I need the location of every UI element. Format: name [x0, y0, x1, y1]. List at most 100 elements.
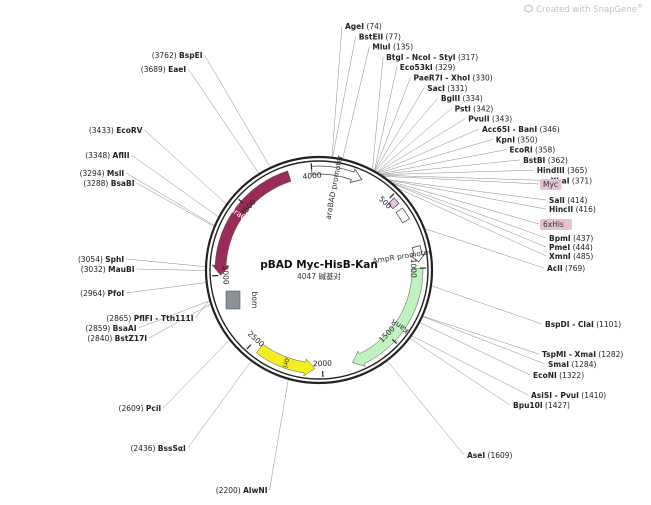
leader-tspmi-xmai: [422, 315, 540, 355]
leader-myc: [381, 175, 540, 185]
leader-saci: [374, 87, 425, 172]
site-pflfi-tth111i: (2865) PflFI - Tth111I: [106, 314, 193, 323]
site-leader-lines: [126, 25, 548, 491]
leader-asisi-pvui: [410, 335, 529, 396]
tag-bg-myc: [540, 179, 562, 190]
leader-bpu10i: [409, 337, 511, 406]
feature-arabad-promoter: [310, 165, 363, 183]
site-ecorv: (3433) EcoRV: [89, 126, 143, 135]
restriction-site-labels: AgeI (74)BstEII (77) MluI (135)BtgI - Nco…: [78, 22, 623, 495]
site-bsaai: (2859) BsaAI: [85, 324, 136, 333]
site-btgi-ncoi-styi: BtgI - NcoI - StyI (317): [386, 53, 478, 62]
site-msli: (3294) MslI: [80, 169, 125, 178]
leader-bpmi: [389, 181, 547, 239]
site-agei: AgeI (74): [345, 22, 382, 31]
leader-mlui: [342, 46, 370, 160]
plasmid-name: pBAD Myc-HisB-Kan: [260, 259, 378, 271]
site-mlui: MluI (135): [372, 43, 413, 52]
feature-rrnb-t1-terminator: [387, 197, 400, 210]
backbone-outer-ring: [204, 155, 434, 385]
feature-ori: [255, 343, 316, 377]
leader-hindiii: [379, 169, 534, 175]
site-psti: PstI (342): [455, 104, 494, 113]
site-bstz17i: (2840) BstZ17I: [87, 334, 147, 343]
site-hindiii: HindIII (365): [537, 166, 588, 175]
plasmid-backbone: [204, 155, 434, 385]
site-tspmi-xmai: TspMI - XmaI (1282): [542, 350, 623, 359]
leader-pcii: [163, 339, 231, 409]
feature-rrnb-t2-terminator: [395, 207, 410, 224]
leader-pflfi-tth111i: [195, 299, 211, 319]
leader-eaei: [187, 68, 260, 175]
site-bglii: BglII (334): [441, 94, 483, 103]
feature-kanr: [352, 267, 424, 367]
leader-sphi: [126, 258, 207, 267]
site-hincii: HincII (416): [549, 205, 596, 214]
site-acc65i-bani: Acc65I - BanI (346): [482, 125, 560, 134]
snapgene-logo-icon: [524, 4, 533, 13]
feature-label-bom: bom: [250, 292, 259, 309]
leader-kpni: [377, 139, 493, 174]
leader-bstz17i: [148, 303, 212, 339]
leader-maubi: [136, 268, 207, 271]
feature-label-arabad-promoter: araBAD promoter: [323, 153, 344, 220]
leader-alwni: [269, 378, 289, 491]
tick-label-1000: 1000: [409, 259, 418, 278]
feature-label-ampr-promoter: AmpR promoter: [372, 247, 433, 265]
leader-asei: [386, 360, 465, 456]
feature-ampr-promoter: [409, 245, 426, 263]
leader-pvuii: [376, 118, 466, 173]
site-paer7i-xhoi: PaeR7I - XhoI (330): [413, 74, 492, 83]
watermark-registered-mark: ®: [637, 3, 643, 10]
leader-bspei: [204, 54, 271, 169]
site-bspdi-clai: BspDI - ClaI (1101): [545, 320, 621, 329]
tick-label-3000: 3000: [221, 265, 231, 285]
site-asei: AseI (1609): [467, 451, 513, 460]
site-pfoi: (2964) PfoI: [80, 289, 124, 298]
leader-msli: [126, 172, 216, 227]
feature-bom: [225, 290, 241, 310]
site-saci: SacI (331): [427, 84, 467, 93]
leader-psti: [376, 108, 452, 173]
site-eco53ki: Eco53kI (329): [400, 63, 456, 72]
site-bsteii: BstEII (77): [359, 32, 401, 41]
site-eaei: (3689) EaeI: [141, 65, 187, 74]
site-alwni: (2200) AlwNI: [216, 486, 268, 495]
site-maubi: (3032) MauBI: [81, 265, 135, 274]
leader-eco53ki: [373, 67, 398, 172]
leader-smai: [421, 316, 546, 365]
leader-xmni: [396, 187, 547, 257]
site-pcii: (2609) PciI: [119, 404, 162, 413]
site-sphi: (3054) SphI: [78, 255, 124, 264]
leader-bglii: [374, 97, 439, 173]
tick-2500: [246, 344, 252, 350]
leader-pmei: [390, 182, 547, 248]
tick-label-2000: 2000: [313, 359, 333, 369]
site-xmni: XmnI (485): [549, 252, 593, 261]
site-acli: AclI (769): [547, 264, 585, 273]
leader-6xhis: [388, 180, 540, 225]
leader-bsaai: [138, 300, 211, 329]
site-bstbi: BstBI (362): [523, 156, 568, 165]
site-ecori: EcoRI (358): [509, 146, 555, 155]
site-pvuii: PvuII (343): [468, 115, 512, 124]
plasmid-length: 4047 碱基对: [297, 271, 341, 281]
leader-aflii: [131, 154, 220, 218]
site-bsss-i: (2436) BssSαI: [130, 444, 186, 453]
site-asisi-pvui: AsiSI - PvuI (1410): [531, 391, 606, 400]
leader-ecorv: [144, 129, 228, 205]
plasmid-center-label: pBAD Myc-HisB-Kan 4047 碱基对: [260, 259, 378, 281]
leader-pfoi: [126, 282, 207, 294]
leader-bstbi: [379, 159, 521, 175]
site-econi: EcoNI (1322): [533, 371, 584, 380]
leader-hincii: [386, 179, 547, 210]
tag-bg-6xhis: [540, 219, 572, 230]
leader-ecori: [378, 149, 507, 175]
site-bpu10i: Bpu10I (1427): [513, 401, 570, 410]
site-kpni: KpnI (350): [496, 135, 538, 144]
leader-bspdi-clai: [430, 285, 543, 325]
site-pmei: PmeI (444): [549, 243, 593, 252]
site-bspei: (3762) BspEI: [152, 51, 203, 60]
feature-arrows: [211, 165, 426, 377]
